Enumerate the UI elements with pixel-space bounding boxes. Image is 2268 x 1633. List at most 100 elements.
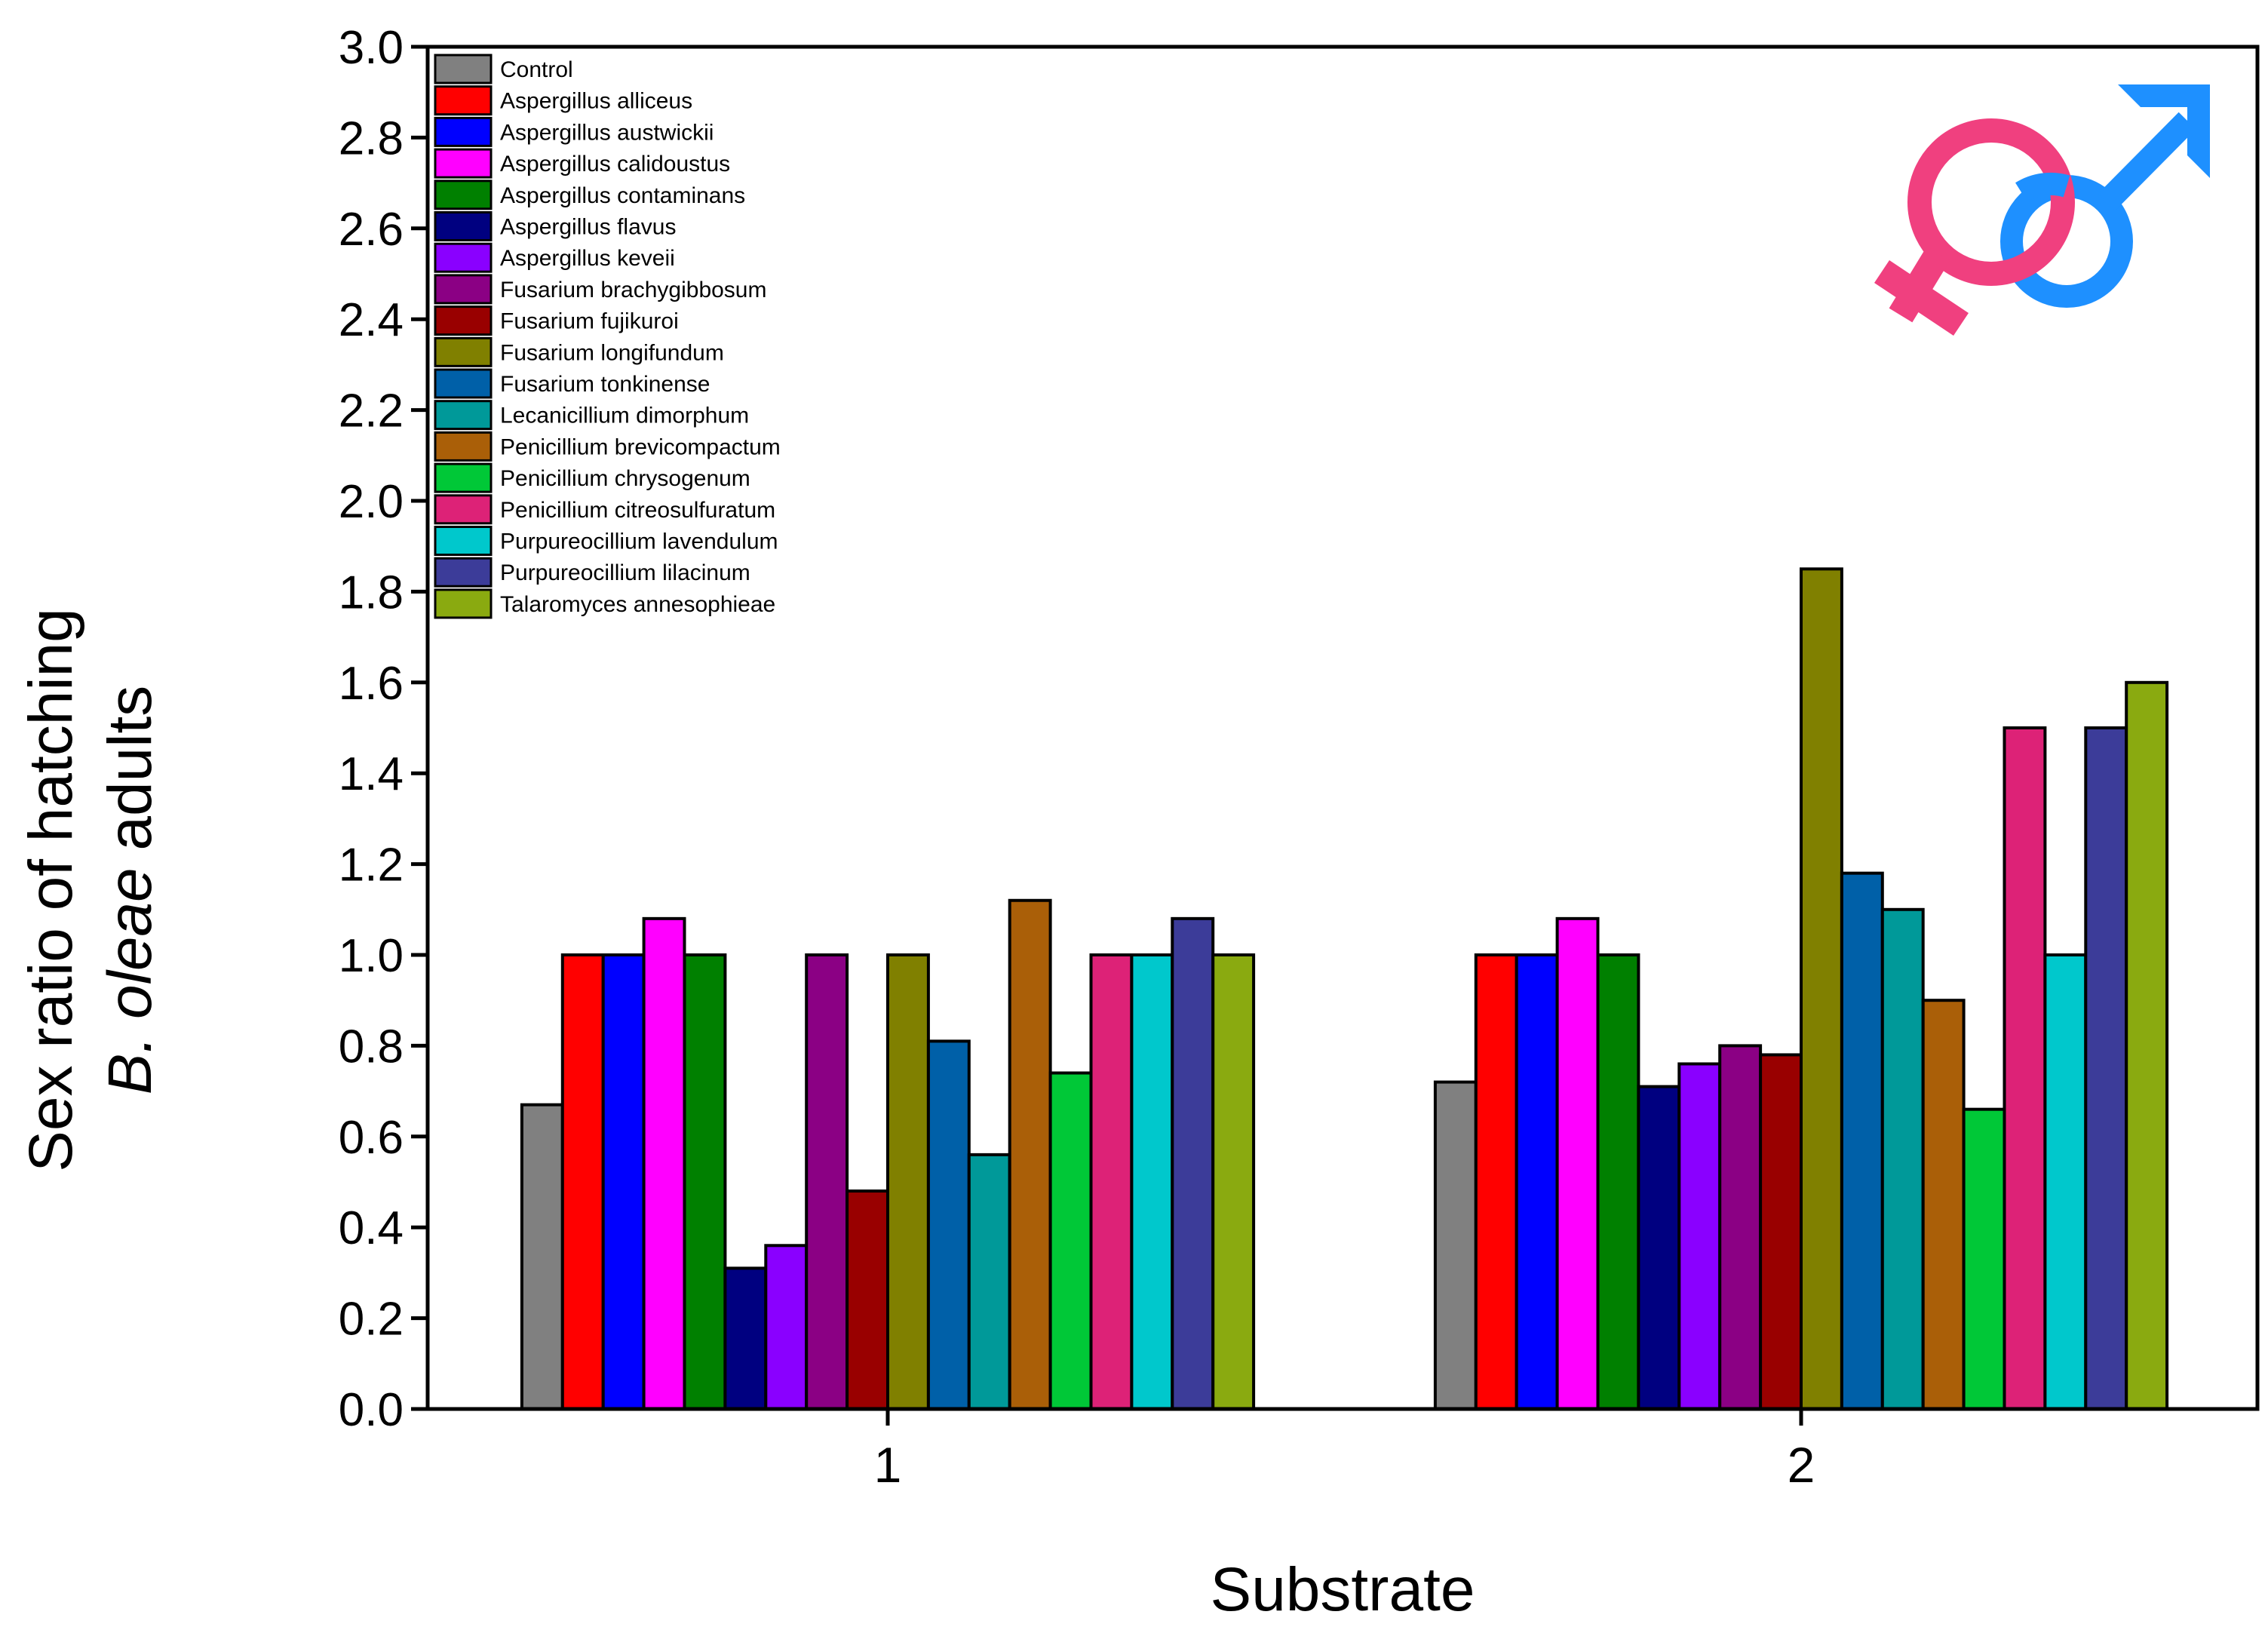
bar (2125, 680, 2169, 1410)
legend-swatch (434, 400, 493, 431)
legend-swatch (434, 242, 493, 273)
legend-swatch (434, 494, 493, 525)
plot-frame (425, 45, 2260, 1411)
bar (1880, 907, 1925, 1411)
legend-swatch (434, 557, 493, 588)
y-tick-label: 1.0 (339, 930, 404, 982)
y-tick-label: 2.6 (339, 204, 404, 256)
y-tick-label: 2.8 (339, 112, 404, 164)
venus-mars-icon (1874, 84, 2210, 336)
bar (886, 953, 930, 1410)
bar (1515, 953, 1559, 1410)
y-tick-label: 0.2 (339, 1294, 404, 1346)
legend-swatch (434, 588, 493, 619)
bar (2003, 726, 2047, 1410)
legend-label: Aspergillus contaminans (500, 183, 745, 208)
y-tick-label: 2.0 (339, 476, 404, 528)
y-tick-label: 0.8 (339, 1021, 404, 1073)
legend-label: Talaromyces annesophieae (500, 592, 775, 617)
y-tick-label: 3.0 (339, 22, 404, 74)
bar (1008, 898, 1052, 1410)
y-tick-label: 2.4 (339, 294, 404, 346)
legend-label: Fusarium fujikuroi (500, 309, 679, 334)
legend-swatch (434, 462, 493, 493)
bar (601, 953, 646, 1410)
bar (2084, 726, 2128, 1410)
y-axis-title-species: B. oleae (96, 867, 164, 1094)
bar (1211, 953, 1256, 1410)
bar (1433, 1080, 1478, 1411)
bar (723, 1266, 768, 1410)
bar (764, 1244, 809, 1411)
bar (1171, 916, 1215, 1410)
bar (1759, 1053, 1803, 1410)
legend-label: Aspergillus austwickii (500, 120, 714, 145)
legend-swatch (434, 336, 493, 367)
y-tick-label: 1.2 (339, 840, 404, 892)
y-axis-title-line2: B. oleae adults (96, 686, 164, 1095)
bar (1089, 953, 1134, 1410)
y-tick-label: 1.4 (339, 748, 404, 800)
venus-ring (1907, 118, 2075, 286)
y-tick-label: 0.4 (339, 1202, 404, 1254)
bar (1962, 1107, 2006, 1411)
legend-swatch (434, 274, 493, 305)
legend-label: Fusarium brachygibbosum (500, 278, 766, 302)
bar (1718, 1044, 1763, 1411)
bar (1840, 871, 1884, 1410)
legend-label: Penicillium citreosulfuratum (500, 498, 775, 523)
bar (1048, 1071, 1093, 1411)
y-tick-label: 2.2 (339, 385, 404, 437)
bar (1921, 999, 1966, 1410)
bar (1130, 953, 1174, 1410)
legend-label: Aspergillus calidoustus (500, 152, 730, 176)
legend-label: Aspergillus alliceus (500, 89, 692, 114)
bar (805, 953, 849, 1410)
legend-swatch (434, 116, 493, 147)
bar (1677, 1062, 1722, 1410)
legend: Control Aspergillus alliceus Aspergillus a… (434, 54, 781, 619)
bar (520, 1103, 564, 1411)
legend-swatch (434, 85, 493, 116)
legend-label: Fusarium tonkinense (500, 372, 710, 397)
bar (1555, 916, 1600, 1410)
legend-swatch (434, 431, 493, 462)
venus-crossbar (1874, 260, 1969, 336)
bar (2043, 953, 2088, 1410)
legend-label: Fusarium longifundum (500, 340, 724, 365)
bar (967, 1153, 1011, 1410)
y-tick-label: 0.6 (339, 1112, 404, 1164)
bar (1596, 953, 1640, 1410)
legend-swatch (434, 54, 493, 84)
mars-ring-overlap (2015, 172, 2070, 203)
legend-swatch (434, 526, 493, 556)
bar (1474, 953, 1518, 1410)
legend-label: Control (500, 57, 573, 82)
bar (683, 953, 727, 1410)
x-axis-title: Substrate (1211, 1555, 1475, 1624)
bar (1800, 567, 1843, 1410)
legend-label: Lecanicillium dimorphum (500, 404, 749, 428)
x-tick-label: 2 (1788, 1437, 1815, 1493)
legend-label: Aspergillus flavus (500, 215, 676, 240)
legend-swatch (434, 180, 493, 210)
x-tick-label: 1 (874, 1437, 902, 1493)
legend-swatch (434, 368, 493, 399)
legend-label: Purpureocillium lilacinum (500, 560, 750, 585)
y-axis: 0.0 0.2 0.4 0.6 0.8 1.0 1.2 1.4 1.6 1.8 2.0 2.2 2.4 2… (339, 22, 428, 1436)
legend-label: Penicillium chrysogenum (500, 466, 750, 491)
y-axis-title-line1: Sex ratio of hatching (17, 608, 85, 1172)
mars-arrow-head (2118, 84, 2210, 178)
bar (846, 1189, 889, 1411)
legend-swatch (434, 305, 493, 336)
legend-swatch (434, 148, 493, 179)
bar (926, 1039, 971, 1410)
y-axis-title-suffix: adults (96, 686, 164, 868)
y-axis-title: Sex ratio of hatching B. oleae adults (17, 608, 164, 1172)
legend-label: Penicillium brevicompactum (500, 434, 781, 459)
bar (1637, 1085, 1681, 1410)
bar (560, 953, 605, 1410)
y-tick-label: 0.0 (339, 1384, 404, 1436)
